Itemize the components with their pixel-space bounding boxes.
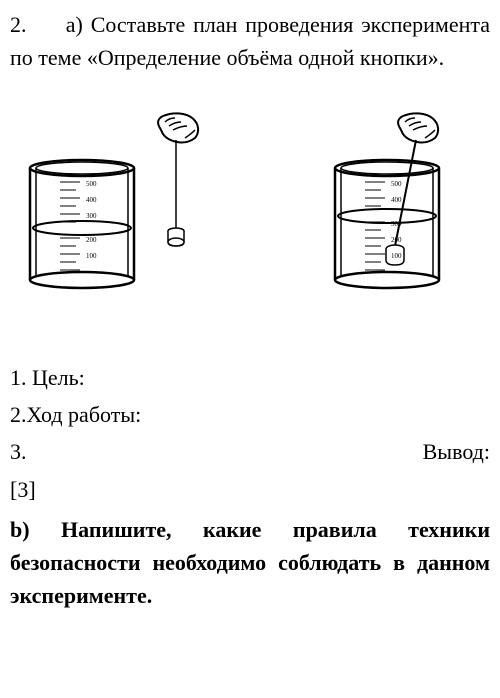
beaker-before-icon: 500 400 300 200 100 [20,110,230,295]
plan-2-label: 2. [10,402,27,427]
marks-label: [3] [10,472,490,507]
question-prompt: 2. a) Составьте план проведения эксперим… [10,8,490,74]
question-number: 2. [10,12,27,37]
svg-text:300: 300 [391,220,402,228]
plan-item-2: 2.Ход работы: [10,397,490,432]
plan-item-3: 3. Вывод: [10,434,490,469]
figure-left: 500 400 300 200 100 [20,110,230,300]
plan-3-label: 3. [10,434,27,469]
plan-1-text: Цель: [32,365,85,390]
plan-item-1: 1. Цель: [10,360,490,395]
figures-container: 500 400 300 200 100 [10,110,490,300]
svg-text:200: 200 [86,236,97,244]
part-b-prompt: b) Напишите, какие правила техники безоп… [10,513,490,612]
svg-text:300: 300 [86,212,97,220]
part-b-text: Напишите, какие правила техники безопасн… [10,517,490,608]
svg-text:400: 400 [86,196,97,204]
svg-text:500: 500 [391,180,402,188]
figure-right: 500 400 300 200 100 [305,110,480,300]
plan-1-label: 1. [10,365,27,390]
plan-list: 1. Цель: 2.Ход работы: 3. Вывод: [3] [10,360,490,507]
part-a-label: a) [66,12,83,37]
svg-text:400: 400 [391,196,402,204]
part-b-label: b) [10,517,30,542]
beaker-after-icon: 500 400 300 200 100 [305,110,480,295]
svg-text:100: 100 [391,252,402,260]
svg-text:200: 200 [391,236,402,244]
svg-text:100: 100 [86,252,97,260]
svg-text:500: 500 [86,180,97,188]
plan-3-text: Вывод: [423,434,490,469]
plan-2-text: Ход работы: [27,402,142,427]
